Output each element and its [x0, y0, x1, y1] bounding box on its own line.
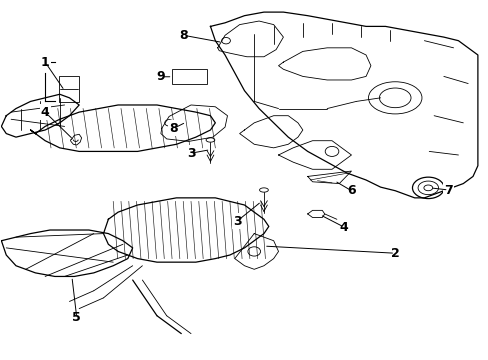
- Bar: [59, 76, 79, 102]
- Text: 3: 3: [186, 147, 195, 160]
- Text: 8: 8: [169, 122, 178, 135]
- Text: 6: 6: [346, 184, 355, 197]
- Text: 4: 4: [339, 221, 348, 234]
- Text: 5: 5: [72, 311, 81, 324]
- Text: 8: 8: [179, 29, 188, 42]
- Bar: [171, 69, 206, 84]
- Text: 2: 2: [390, 247, 399, 260]
- Text: 1: 1: [41, 55, 49, 69]
- Text: 7: 7: [444, 184, 452, 197]
- Text: 3: 3: [232, 215, 241, 228]
- Text: 4: 4: [41, 105, 49, 119]
- Text: 9: 9: [156, 70, 165, 83]
